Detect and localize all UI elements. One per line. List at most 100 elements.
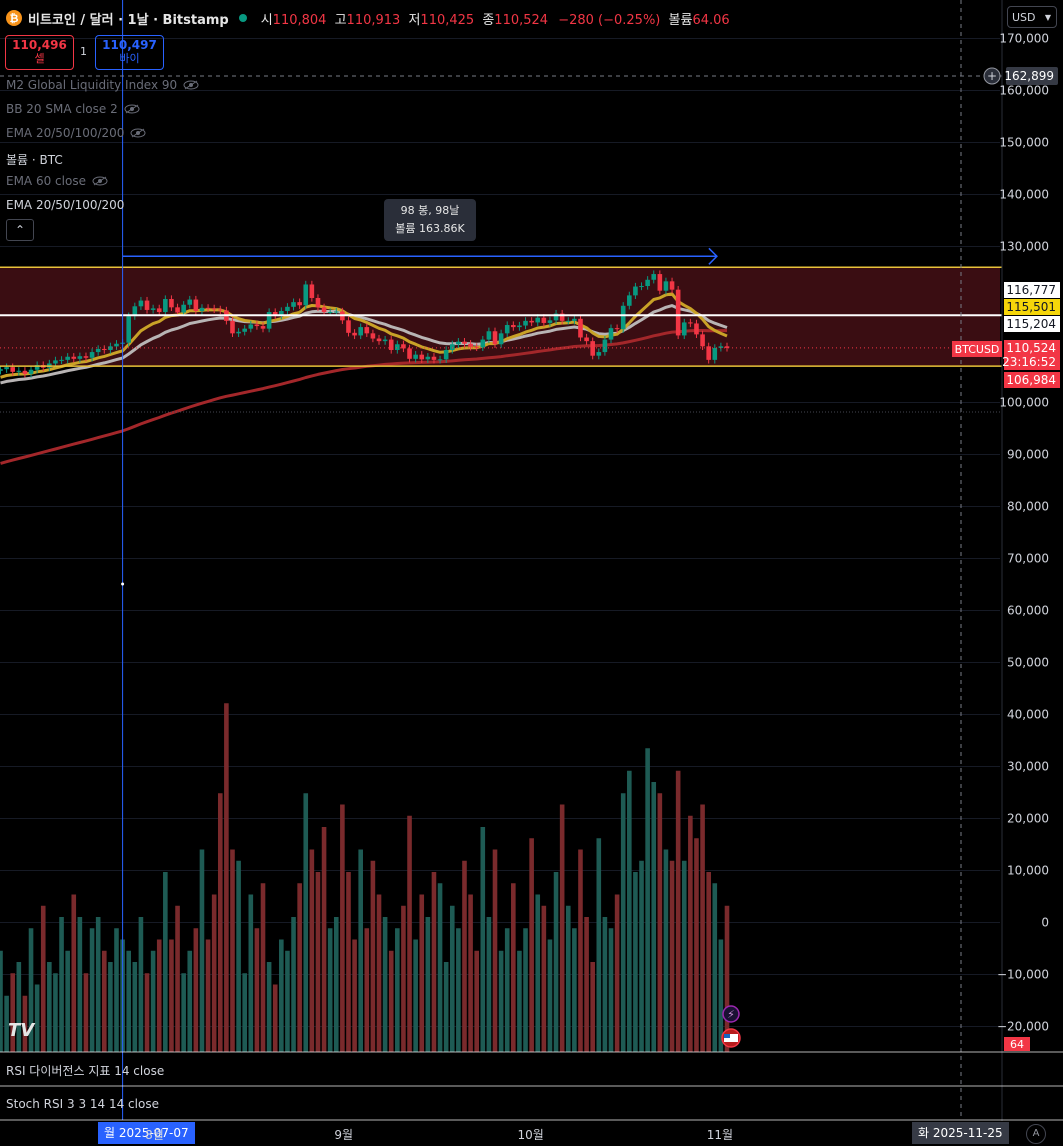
candle[interactable] <box>34 365 40 370</box>
candle[interactable] <box>175 307 180 313</box>
candle[interactable] <box>181 304 186 313</box>
candle[interactable] <box>492 331 498 345</box>
candle[interactable] <box>382 339 388 342</box>
candle[interactable] <box>83 356 89 358</box>
eye-hidden-icon[interactable] <box>183 80 199 90</box>
candle[interactable] <box>511 325 516 328</box>
candle[interactable] <box>205 307 211 309</box>
candle[interactable] <box>28 369 34 374</box>
candle[interactable] <box>309 284 315 298</box>
candle[interactable] <box>498 333 504 345</box>
candle[interactable] <box>193 299 199 311</box>
candle[interactable] <box>279 310 284 316</box>
indicator-volume[interactable]: 볼륨 · BTC <box>6 151 63 168</box>
candle[interactable] <box>565 320 571 322</box>
candle[interactable] <box>16 370 22 372</box>
candle[interactable] <box>187 299 193 305</box>
candle[interactable] <box>211 308 217 310</box>
candle[interactable] <box>523 320 528 326</box>
currency-select[interactable]: USD ▼ <box>1007 6 1057 28</box>
candle[interactable] <box>150 308 156 310</box>
candle[interactable] <box>700 334 705 347</box>
candle[interactable] <box>712 347 718 360</box>
candle[interactable] <box>657 274 663 291</box>
auto-scale-button[interactable]: A <box>1026 1124 1046 1144</box>
candle[interactable] <box>376 338 382 342</box>
eye-hidden-icon[interactable] <box>124 104 140 114</box>
candle[interactable] <box>431 356 437 360</box>
candle[interactable] <box>315 297 321 308</box>
candle[interactable] <box>413 354 418 359</box>
candle[interactable] <box>144 300 150 310</box>
symbol-title[interactable]: 비트코인 / 달러 · 1날 · Bitstamp <box>28 12 229 28</box>
candle[interactable] <box>694 323 699 335</box>
stoch-rsi-pane-label[interactable]: Stoch RSI 3 3 14 14 close <box>6 1097 159 1111</box>
collapse-legend-button[interactable]: ⌃ <box>6 219 34 241</box>
candle[interactable] <box>327 312 333 314</box>
candle[interactable] <box>59 359 64 361</box>
candle[interactable] <box>675 289 681 336</box>
candle[interactable] <box>718 346 724 348</box>
candle[interactable] <box>156 308 162 313</box>
candle[interactable] <box>480 339 486 348</box>
candle[interactable] <box>651 274 657 280</box>
candle[interactable] <box>321 307 327 313</box>
candle[interactable] <box>462 341 467 344</box>
candle[interactable] <box>504 325 510 334</box>
candle[interactable] <box>303 284 309 306</box>
candle[interactable] <box>401 344 406 349</box>
add-alert-icon[interactable] <box>983 67 1001 85</box>
candle[interactable] <box>4 367 9 370</box>
candle[interactable] <box>681 322 687 336</box>
candle[interactable] <box>645 279 650 287</box>
candle[interactable] <box>101 348 107 350</box>
candle[interactable] <box>217 309 223 311</box>
eye-hidden-icon[interactable] <box>130 128 146 138</box>
candle[interactable] <box>65 356 70 360</box>
candle[interactable] <box>53 360 58 364</box>
candle[interactable] <box>633 286 638 296</box>
candle[interactable] <box>352 332 357 336</box>
candle[interactable] <box>364 327 370 334</box>
candle[interactable] <box>614 328 620 330</box>
candle[interactable] <box>114 343 119 347</box>
candle[interactable] <box>248 324 254 329</box>
candle[interactable] <box>254 324 260 327</box>
candle[interactable] <box>578 318 583 338</box>
candle[interactable] <box>370 333 376 339</box>
candle[interactable] <box>706 346 711 360</box>
candle[interactable] <box>547 320 553 323</box>
candle[interactable] <box>474 346 479 348</box>
candle[interactable] <box>230 320 235 334</box>
candle[interactable] <box>236 331 241 334</box>
candle[interactable] <box>407 348 412 359</box>
sell-button[interactable]: 110,496 셀 <box>5 35 74 70</box>
candle[interactable] <box>95 348 101 353</box>
indicator-ema[interactable]: EMA 20/50/100/200 <box>6 198 124 212</box>
candle[interactable] <box>242 328 247 332</box>
candle[interactable] <box>724 346 730 348</box>
candle[interactable] <box>395 344 400 350</box>
tradingview-logo[interactable]: TV <box>8 1020 35 1041</box>
indicator-m2-liquidity[interactable]: M2 Global Liquidity Index 90 <box>6 78 199 92</box>
candle[interactable] <box>596 352 602 356</box>
candle[interactable] <box>425 356 431 360</box>
candle[interactable] <box>639 286 644 288</box>
candle[interactable] <box>358 327 363 336</box>
candle[interactable] <box>22 370 28 374</box>
candle[interactable] <box>108 346 113 350</box>
candle[interactable] <box>71 356 77 359</box>
candle[interactable] <box>529 320 534 323</box>
candle[interactable] <box>291 302 296 307</box>
candle[interactable] <box>132 306 138 317</box>
candle[interactable] <box>541 317 547 323</box>
candle[interactable] <box>608 328 614 340</box>
candle[interactable] <box>584 337 589 342</box>
candle[interactable] <box>559 313 565 321</box>
candle[interactable] <box>517 325 522 328</box>
indicator-ema60[interactable]: EMA 60 close <box>6 174 108 188</box>
rsi-pane-label[interactable]: RSI 다이버전스 지표 14 close <box>6 1064 165 1078</box>
candle[interactable] <box>443 349 449 360</box>
candle[interactable] <box>669 281 675 290</box>
